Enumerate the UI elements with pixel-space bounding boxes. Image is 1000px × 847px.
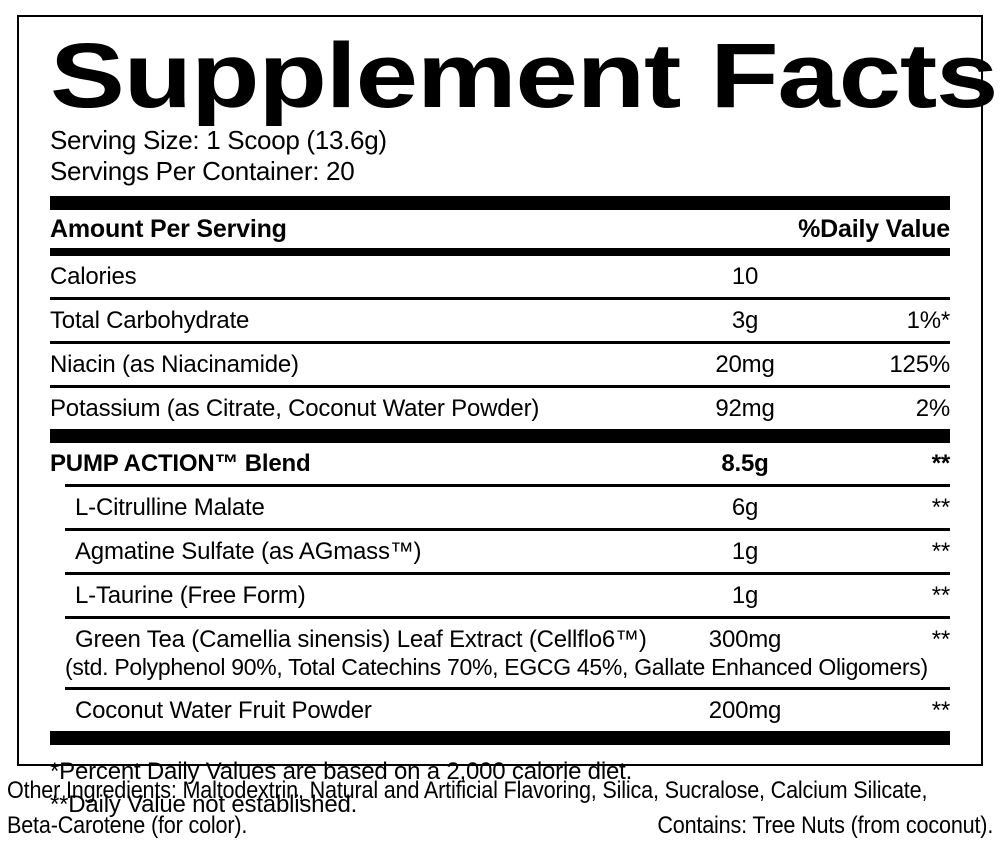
footnote-not-established: **Daily Value not established.	[50, 791, 358, 818]
ingredient-dv: **	[931, 697, 950, 724]
blend-item-row-coconut-water: Coconut Water Fruit Powder 200mg **	[50, 690, 950, 731]
divider	[50, 385, 950, 388]
nutrient-amount: 20mg	[715, 351, 775, 378]
daily-value-header: %Daily Value	[798, 215, 950, 243]
column-header-row: Amount Per Serving %Daily Value	[50, 210, 950, 248]
ingredient-amount: 300mg	[708, 626, 782, 653]
ingredient-dv: **	[931, 582, 950, 609]
divider-indented	[65, 616, 950, 619]
nutrient-row-niacin: Niacin (as Niacinamide) 20mg 125%	[50, 344, 950, 385]
divider-indented	[65, 687, 950, 690]
nutrient-name: Niacin (as Niacinamide)	[50, 351, 299, 378]
divider-indented	[65, 484, 950, 487]
ingredient-standardization-note: (std. Polyphenol 90%, Total Catechins 70…	[65, 654, 928, 680]
nutrient-dv: 2%	[915, 395, 950, 422]
nutrient-name: Potassium (as Citrate, Coconut Water Pow…	[50, 395, 540, 422]
nutrient-dv: 125%	[889, 351, 950, 378]
blend-item-row-agmatine: Agmatine Sulfate (as AGmass™) 1g **	[50, 531, 950, 572]
nutrient-row-carbohydrate: Total Carbohydrate 3g 1%*	[50, 300, 950, 341]
ingredient-name: Agmatine Sulfate (as AGmass™)	[75, 538, 422, 565]
thick-rule-footnotes	[50, 731, 950, 745]
ingredient-name: L-Citrulline Malate	[75, 494, 265, 521]
thick-rule-top	[50, 196, 950, 210]
ingredient-name: L-Taurine (Free Form)	[75, 582, 306, 609]
nutrient-row-potassium: Potassium (as Citrate, Coconut Water Pow…	[50, 388, 950, 429]
ingredient-dv: **	[931, 626, 950, 653]
ingredient-amount: 1g	[731, 538, 759, 565]
nutrient-name: Calories	[50, 263, 137, 290]
other-ingredients-line2: Beta-Carotene (for color).	[7, 812, 248, 839]
amount-per-serving-header: Amount Per Serving	[50, 215, 287, 243]
contains-statement: Contains: Tree Nuts (from coconut).	[657, 812, 993, 839]
ingredient-name: Green Tea (Camellia sinensis) Leaf Extra…	[75, 626, 647, 653]
blend-name: PUMP ACTION™ Blend	[50, 450, 311, 477]
serving-size: Serving Size: 1 Scoop (13.6g)	[50, 125, 387, 155]
other-ingredients-line1: Other Ingredients: Maltodextrin, Natural…	[7, 777, 928, 804]
blend-item-row-green-tea: Green Tea (Camellia sinensis) Leaf Extra…	[50, 619, 950, 654]
footnotes: *Percent Daily Values are based on a 2,0…	[50, 755, 950, 821]
divider	[50, 341, 950, 344]
blend-header-row: PUMP ACTION™ Blend 8.5g **	[50, 443, 950, 484]
nutrient-amount: 3g	[731, 307, 759, 334]
label-title: Supplement Facts	[50, 25, 998, 127]
supplement-facts-panel: Supplement Facts Serving Size: 1 Scoop (…	[17, 15, 998, 818]
blend-item-row-taurine: L-Taurine (Free Form) 1g **	[50, 575, 950, 616]
ingredient-amount: 200mg	[708, 697, 782, 724]
nutrient-amount: 10	[731, 263, 759, 290]
nutrient-name: Total Carbohydrate	[50, 307, 250, 334]
servings-per-container: Servings Per Container: 20	[50, 156, 355, 186]
divider	[50, 297, 950, 300]
other-ingredients-section: Other Ingredients: Maltodextrin, Natural…	[0, 773, 1000, 843]
ingredient-amount: 1g	[731, 582, 759, 609]
blend-item-row-citrulline: L-Citrulline Malate 6g **	[50, 487, 950, 528]
ingredient-amount: 6g	[731, 494, 759, 521]
divider-indented	[65, 572, 950, 575]
medium-rule-header	[50, 248, 950, 256]
thick-rule-blend	[50, 429, 950, 443]
ingredient-dv: **	[931, 538, 950, 565]
ingredient-dv: **	[931, 494, 950, 521]
nutrient-dv: 1%*	[906, 307, 951, 334]
divider-indented	[65, 528, 950, 531]
nutrient-row-calories: Calories 10	[50, 256, 950, 297]
ingredient-name: Coconut Water Fruit Powder	[75, 697, 372, 724]
blend-dv: **	[931, 450, 950, 477]
blend-amount: 8.5g	[721, 450, 769, 477]
footnote-daily-values: *Percent Daily Values are based on a 2,0…	[50, 758, 633, 785]
nutrient-amount: 92mg	[715, 395, 775, 422]
